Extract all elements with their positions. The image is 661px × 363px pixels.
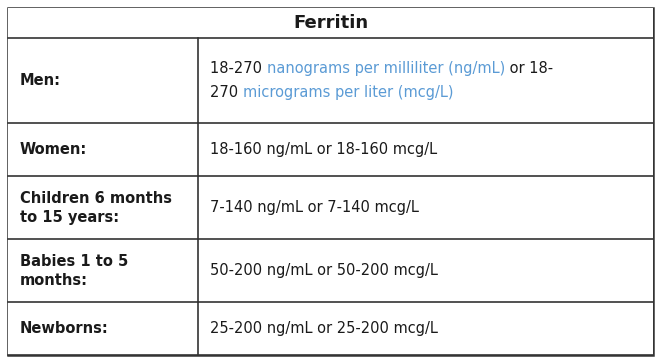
Text: 25-200 ng/mL or 25-200 mcg/L: 25-200 ng/mL or 25-200 mcg/L (210, 321, 438, 336)
Text: Women:: Women: (20, 142, 87, 157)
Text: or 18-: or 18- (505, 61, 553, 76)
Text: Children 6 months
to 15 years:: Children 6 months to 15 years: (20, 191, 172, 225)
Text: 50-200 ng/mL or 50-200 mcg/L: 50-200 ng/mL or 50-200 mcg/L (210, 263, 438, 278)
Text: Newborns:: Newborns: (20, 321, 109, 336)
Text: micrograms per liter (mcg/L): micrograms per liter (mcg/L) (243, 85, 453, 100)
Text: 18-160 ng/mL or 18-160 mcg/L: 18-160 ng/mL or 18-160 mcg/L (210, 142, 438, 157)
Text: 270: 270 (210, 85, 243, 100)
FancyBboxPatch shape (8, 239, 653, 302)
FancyBboxPatch shape (8, 302, 653, 355)
Text: Men:: Men: (20, 73, 61, 88)
FancyBboxPatch shape (8, 38, 653, 123)
Text: Ferritin: Ferritin (293, 14, 368, 32)
Text: nanograms per milliliter (ng/mL): nanograms per milliliter (ng/mL) (267, 61, 505, 76)
FancyBboxPatch shape (8, 8, 653, 355)
Text: 7-140 ng/mL or 7-140 mcg/L: 7-140 ng/mL or 7-140 mcg/L (210, 200, 419, 215)
Text: 18-270: 18-270 (210, 61, 267, 76)
FancyBboxPatch shape (8, 123, 653, 176)
FancyBboxPatch shape (8, 8, 653, 38)
Text: Babies 1 to 5
months:: Babies 1 to 5 months: (20, 254, 128, 288)
FancyBboxPatch shape (8, 176, 653, 239)
